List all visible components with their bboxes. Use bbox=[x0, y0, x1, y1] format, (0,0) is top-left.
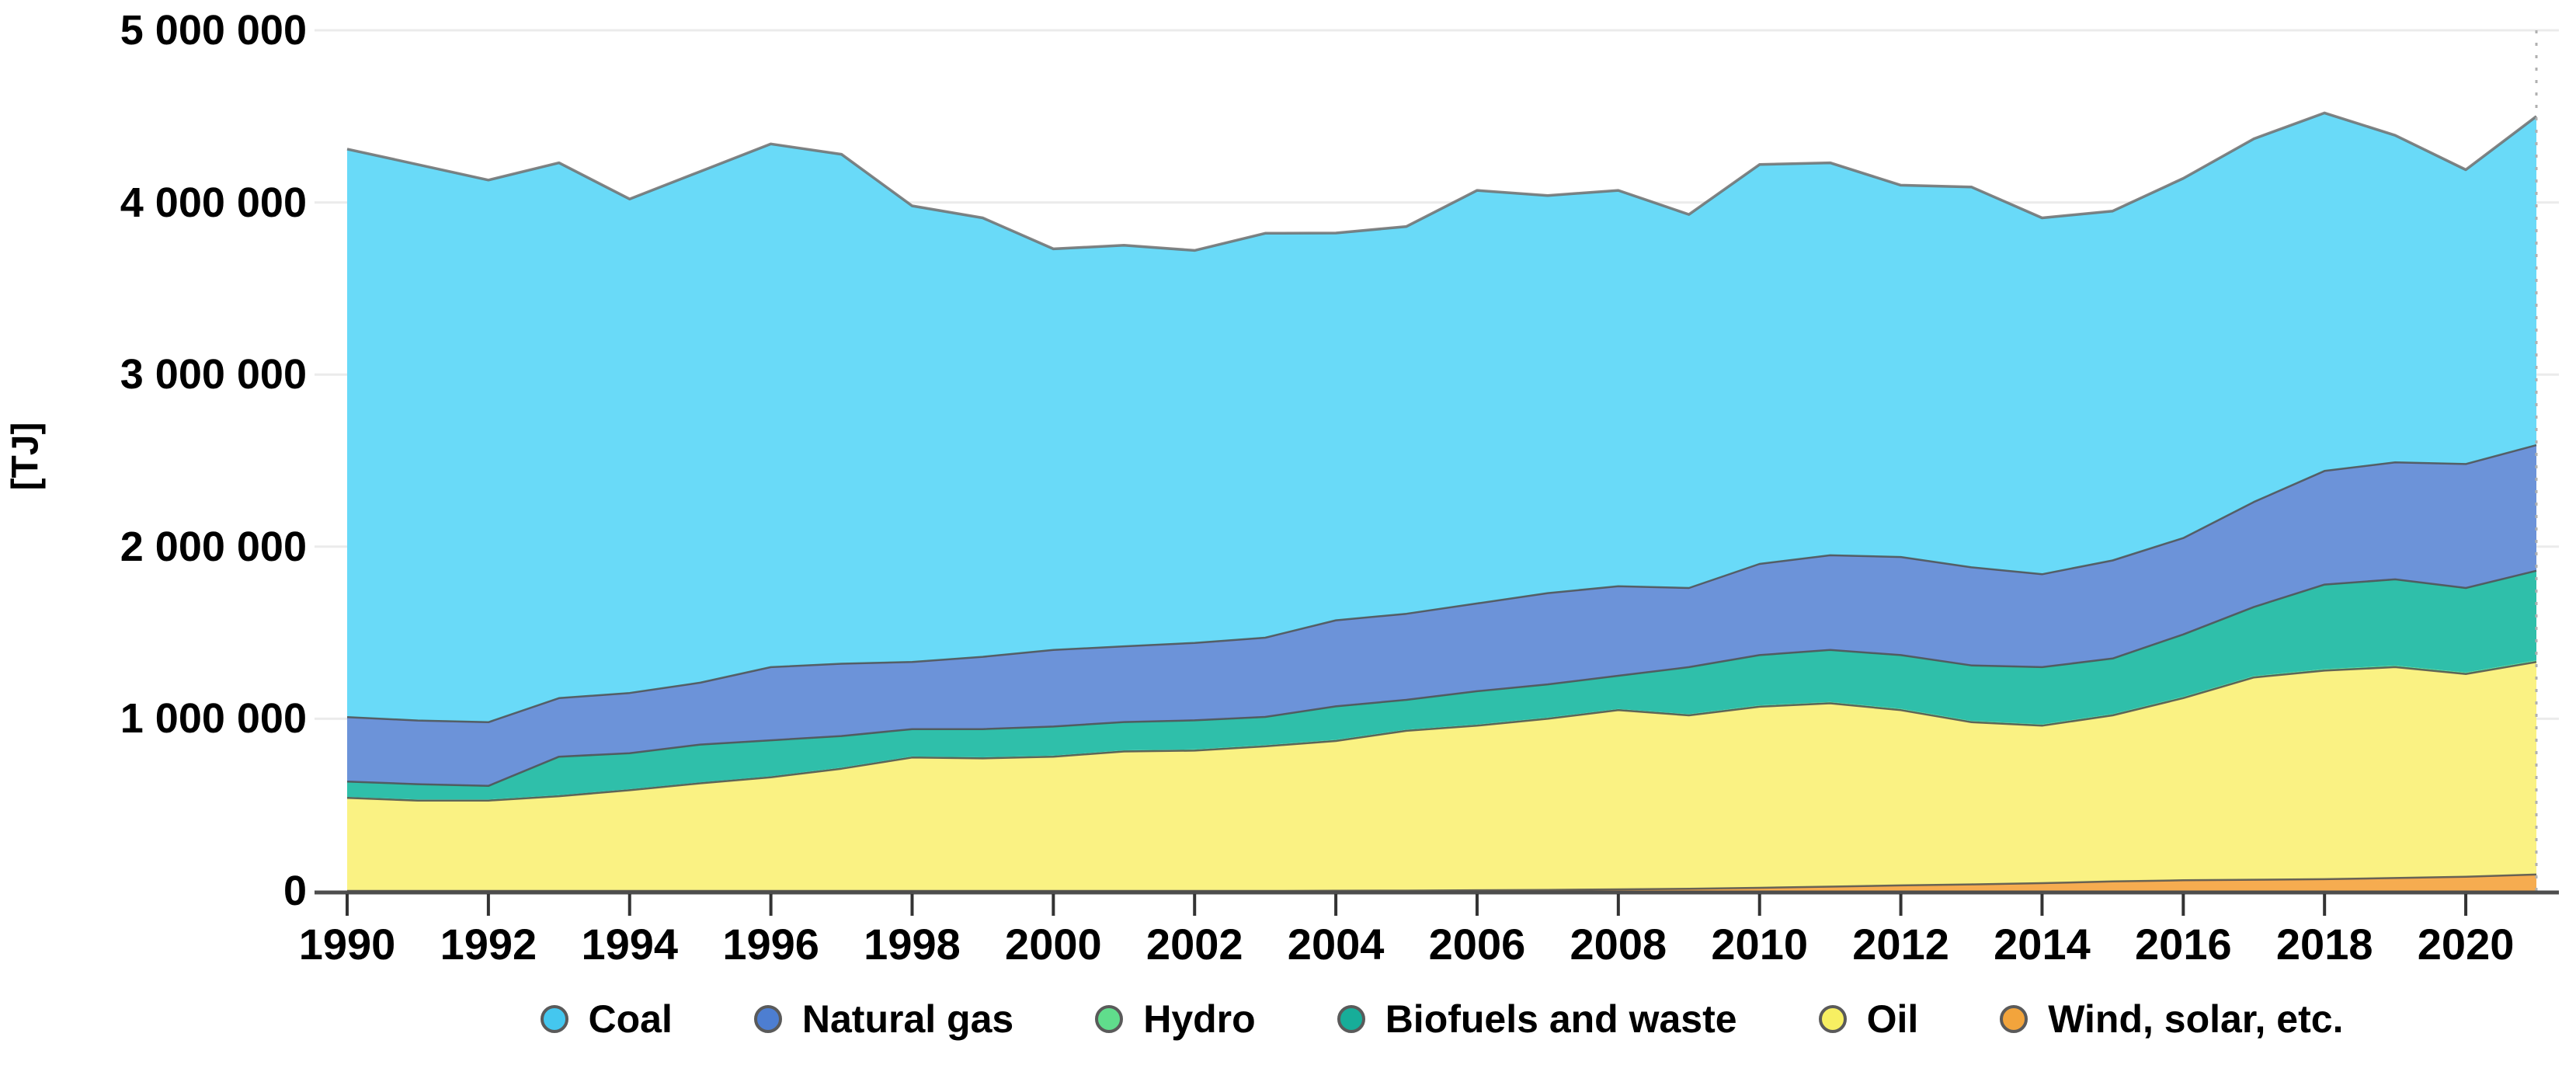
x-tick-label: 2004 bbox=[1287, 920, 1385, 969]
x-tick-label: 2014 bbox=[1994, 920, 2091, 969]
x-tick-label: 2010 bbox=[1711, 920, 1808, 969]
area-coal bbox=[347, 113, 2536, 722]
legend-dot bbox=[1818, 1005, 1847, 1033]
boundary-biofuels-and-waste bbox=[346, 569, 2537, 788]
x-tick-label: 2008 bbox=[1570, 920, 1667, 969]
chart-legend: Coal Natural gas Hydro Biofuels and waste Oi… bbox=[347, 997, 2536, 1042]
y-axis-unit-label: [TJ] bbox=[5, 422, 47, 491]
legend-item-biofuels-and-waste[interactable]: Biofuels and waste bbox=[1337, 997, 1737, 1042]
boundary-coal bbox=[346, 111, 2538, 252]
legend-item-coal[interactable]: Coal bbox=[540, 997, 673, 1042]
y-tick-label: 5 000 000 bbox=[120, 7, 307, 54]
y-tick-label: 3 000 000 bbox=[120, 351, 307, 398]
x-tick-label: 2002 bbox=[1145, 920, 1243, 969]
x-tick-label: 1990 bbox=[298, 920, 396, 969]
area-natural-gas bbox=[347, 445, 2536, 786]
x-tick-label: 2000 bbox=[1005, 920, 1102, 969]
area-oil bbox=[347, 662, 2536, 891]
x-tick-label: 2016 bbox=[2135, 920, 2232, 969]
legend-dot bbox=[1337, 1005, 1365, 1033]
legend-item-oil[interactable]: Oil bbox=[1818, 997, 1919, 1042]
x-tick-label: 2018 bbox=[2275, 920, 2373, 969]
x-tick-label: 1994 bbox=[581, 920, 679, 969]
legend-dot bbox=[753, 1005, 782, 1033]
y-tick-label: 1 000 000 bbox=[120, 695, 307, 743]
legend-dot bbox=[540, 1005, 568, 1033]
y-tick-label: 2 000 000 bbox=[120, 523, 307, 570]
legend-item-wind-solar-etc[interactable]: Wind, solar, etc. bbox=[2000, 997, 2343, 1042]
legend-label: Oil bbox=[1866, 997, 1919, 1041]
legend-label: Natural gas bbox=[801, 997, 1014, 1041]
legend-label: Coal bbox=[588, 997, 673, 1041]
x-tick-label: 1996 bbox=[722, 920, 819, 969]
x-tick-label: 2020 bbox=[2417, 920, 2515, 969]
legend-label: Hydro bbox=[1143, 997, 1256, 1041]
area-biofuels-and-waste bbox=[347, 570, 2536, 800]
area-wind-solar-etc bbox=[347, 874, 2536, 891]
legend-dot bbox=[2000, 1005, 2028, 1033]
y-tick-label: 4 000 000 bbox=[120, 179, 307, 226]
y-tick-label: 0 bbox=[283, 868, 307, 914]
legend-item-hydro[interactable]: Hydro bbox=[1095, 997, 1256, 1042]
legend-label: Wind, solar, etc. bbox=[2048, 997, 2344, 1041]
x-tick-label: 1998 bbox=[864, 920, 961, 969]
legend-label: Biofuels and waste bbox=[1385, 997, 1737, 1041]
boundary-natural-gas bbox=[346, 444, 2537, 724]
boundary-oil bbox=[346, 661, 2537, 802]
legend-dot bbox=[1095, 1005, 1124, 1033]
x-tick-label: 2012 bbox=[1852, 920, 1949, 969]
x-tick-label: 1992 bbox=[440, 920, 537, 969]
legend-item-natural-gas[interactable]: Natural gas bbox=[753, 997, 1014, 1042]
x-tick-label: 2006 bbox=[1428, 920, 1526, 969]
